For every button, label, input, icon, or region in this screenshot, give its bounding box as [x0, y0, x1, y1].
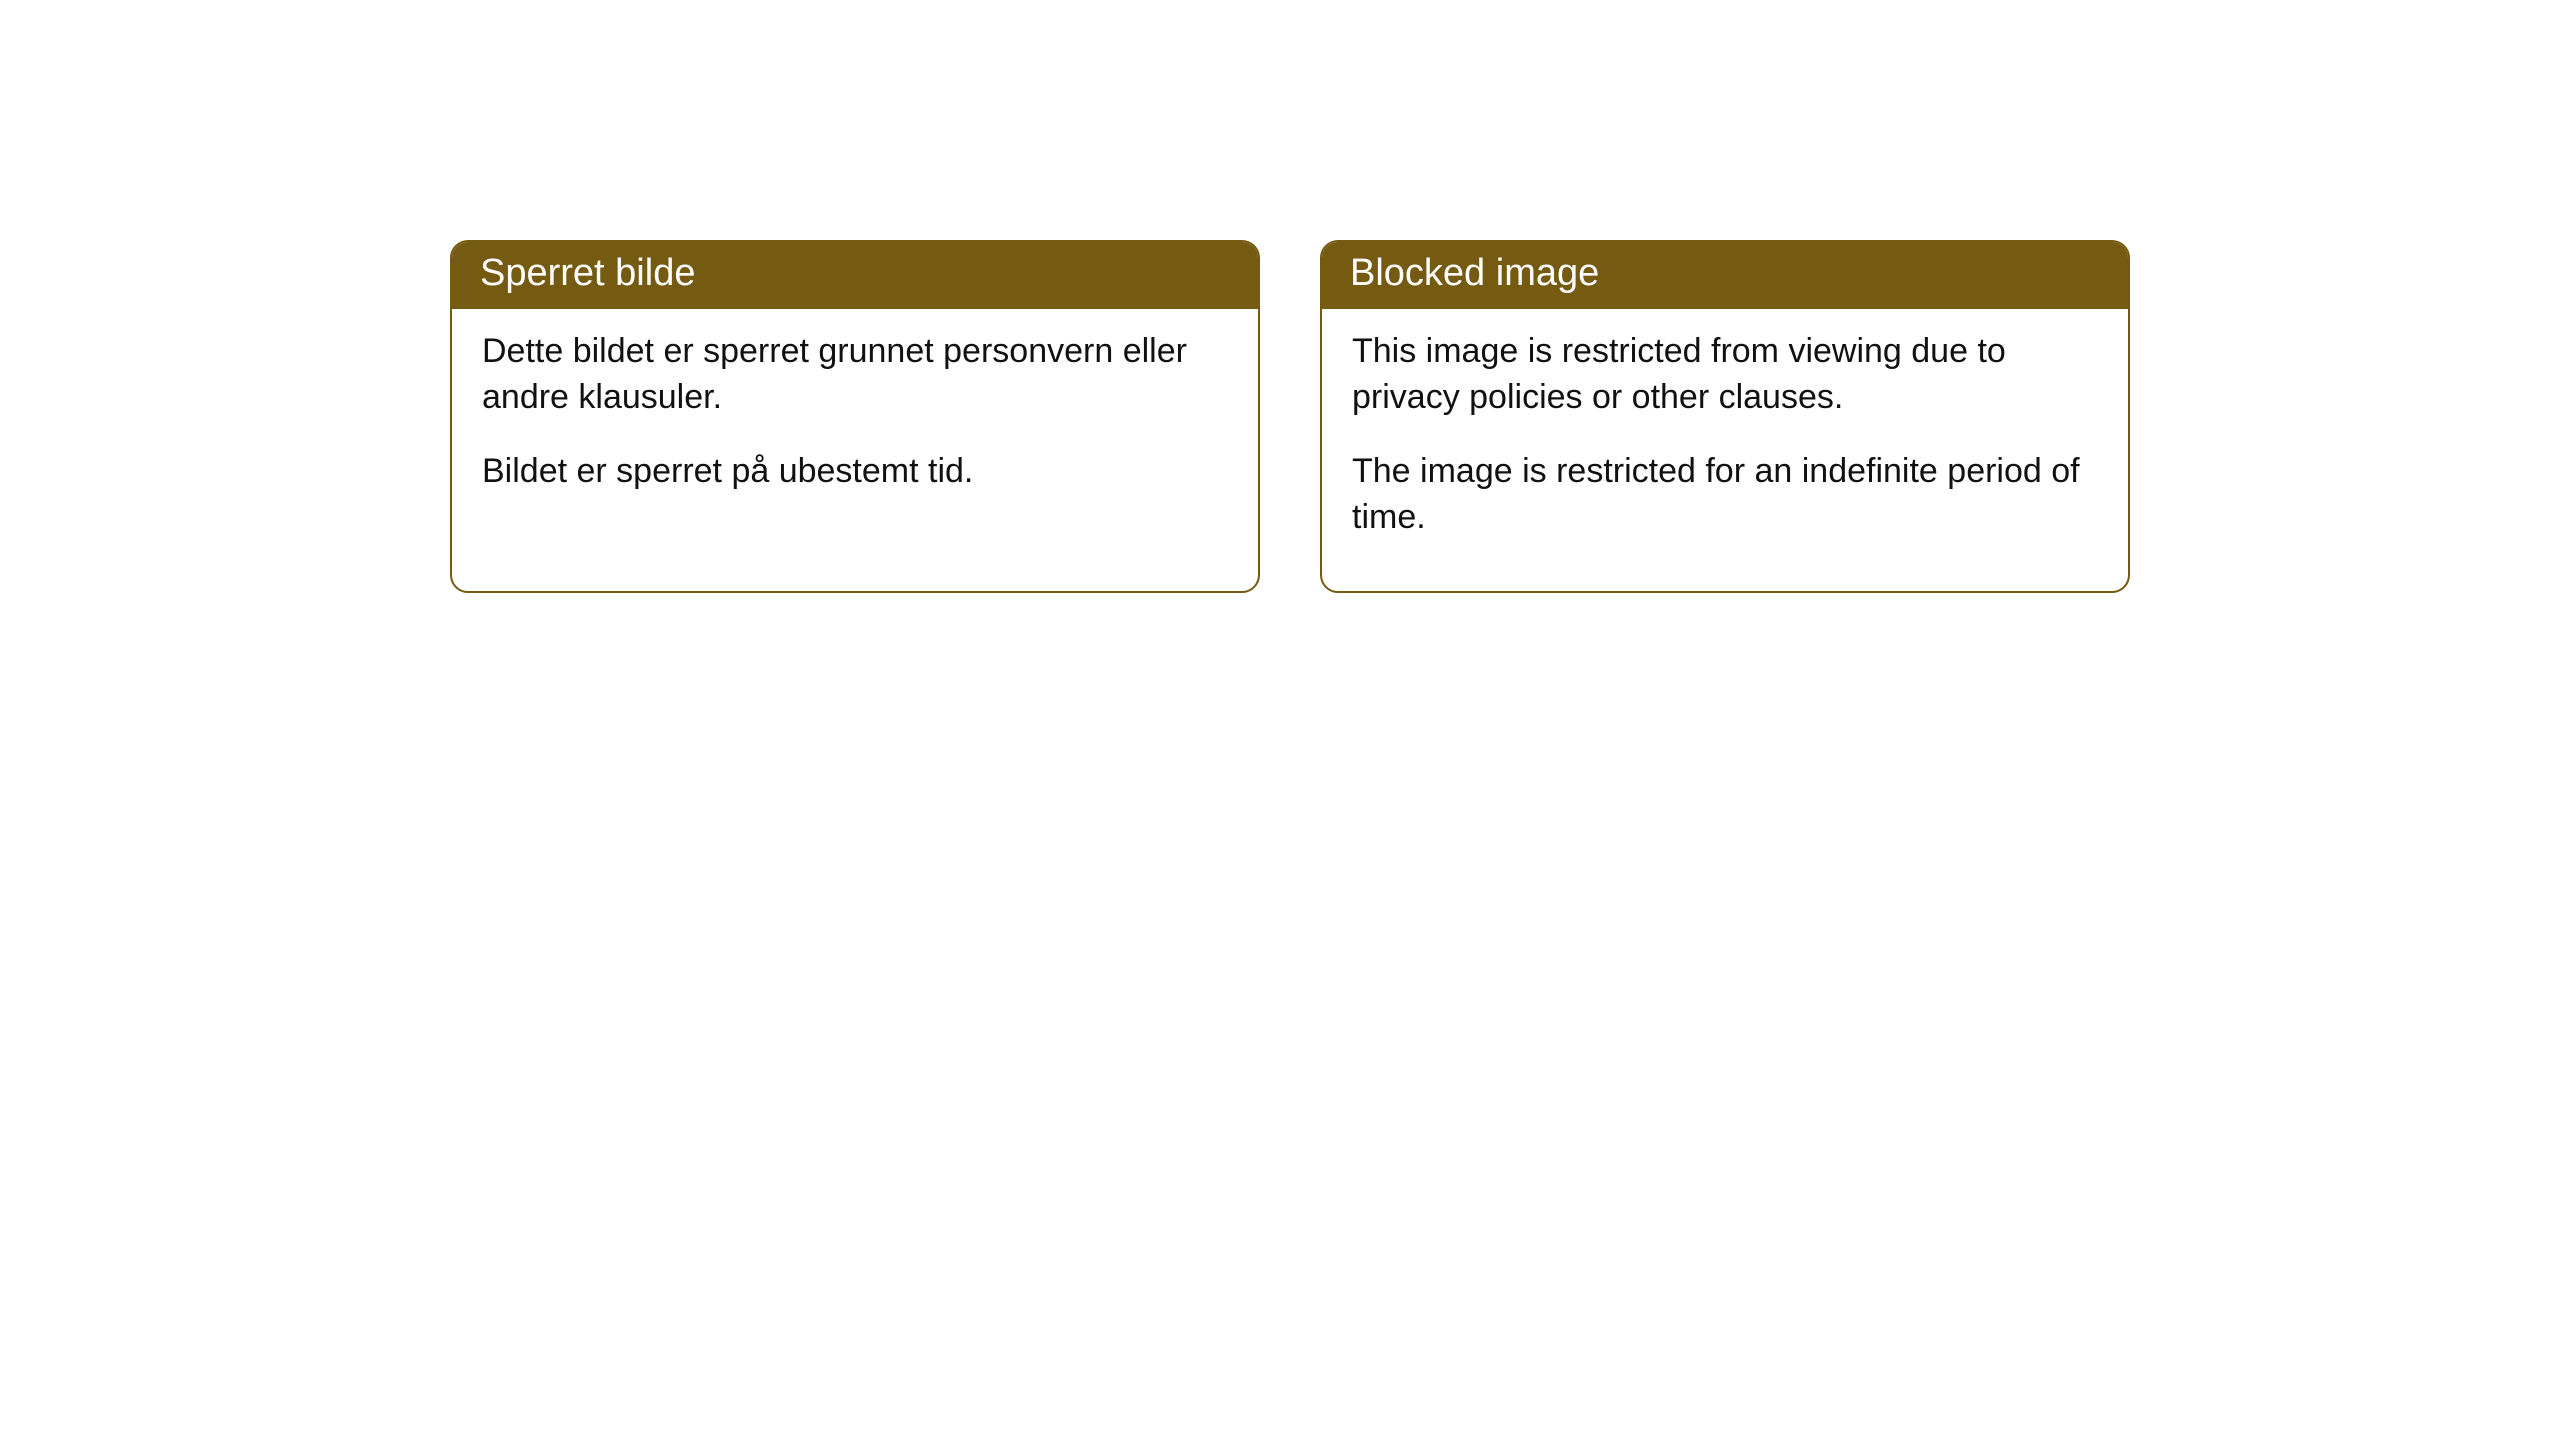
card-body-en: This image is restricted from viewing du… [1322, 309, 2128, 591]
card-text-no-2: Bildet er sperret på ubestemt tid. [482, 449, 1228, 495]
card-header-en: Blocked image [1322, 242, 2128, 309]
blocked-image-card-no: Sperret bilde Dette bildet er sperret gr… [450, 240, 1260, 593]
notice-cards-container: Sperret bilde Dette bildet er sperret gr… [0, 0, 2560, 593]
card-body-no: Dette bildet er sperret grunnet personve… [452, 309, 1258, 545]
card-text-no-1: Dette bildet er sperret grunnet personve… [482, 329, 1228, 421]
card-header-no: Sperret bilde [452, 242, 1258, 309]
card-text-en-2: The image is restricted for an indefinit… [1352, 449, 2098, 541]
blocked-image-card-en: Blocked image This image is restricted f… [1320, 240, 2130, 593]
card-text-en-1: This image is restricted from viewing du… [1352, 329, 2098, 421]
